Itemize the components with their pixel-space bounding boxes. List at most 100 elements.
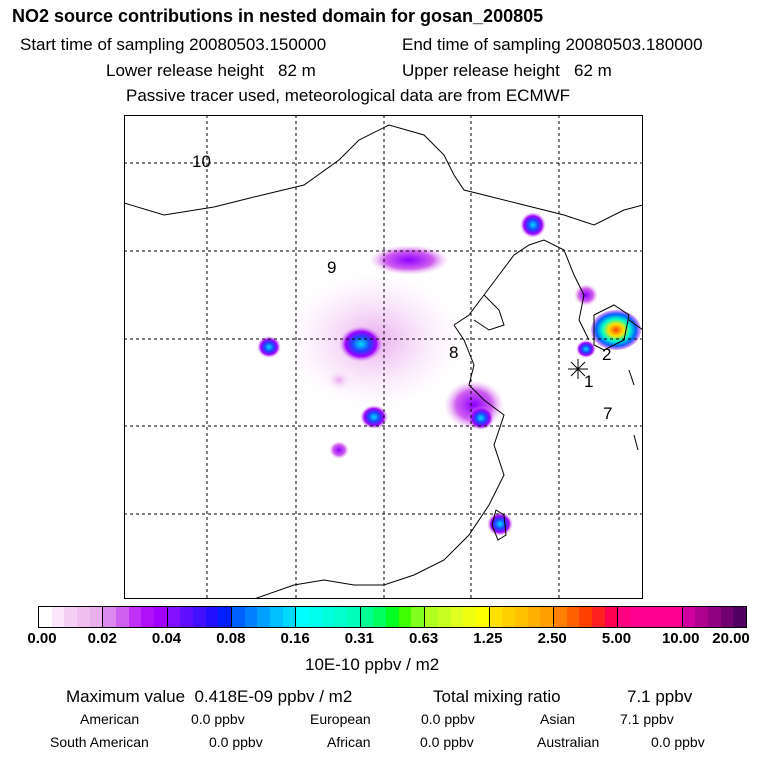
colorbar-step <box>566 607 580 627</box>
colorbar-step <box>373 607 387 627</box>
colorbar-step <box>77 607 90 627</box>
colorbar-step <box>527 607 541 627</box>
map-label: 8 <box>449 343 458 362</box>
colorbar-step <box>502 607 515 627</box>
colorbar-step <box>282 607 296 627</box>
region-value: 0.0 ppbv <box>191 711 245 727</box>
colorbar-step <box>270 607 283 627</box>
colorbar-tick-label: 0.02 <box>87 630 117 647</box>
colorbar-step <box>128 607 142 627</box>
max-value: Maximum value 0.418E-09 ppbv / m2 <box>66 687 353 706</box>
colorbar-step <box>475 607 489 627</box>
region-value: 0.0 ppbv <box>420 734 474 750</box>
colorbar-step <box>244 607 258 627</box>
colorbar-step <box>668 607 682 627</box>
colorbar-tick-label: 0.08 <box>216 630 246 647</box>
colorbar-step <box>630 607 644 627</box>
source-contribution-map: 10 9 8 2 1 7 <box>124 115 643 599</box>
colorbar-step <box>89 607 103 627</box>
region-name: European <box>310 711 371 727</box>
colorbar-step <box>39 607 52 627</box>
colorbar-tick-label: 5.00 <box>601 630 632 647</box>
colorbar-tick-label: 20.00 <box>712 630 750 647</box>
colorbar-segment <box>360 607 426 627</box>
map-label: 10 <box>192 152 211 171</box>
colorbar-step <box>321 607 335 627</box>
region-value: 0.0 ppbv <box>209 734 263 750</box>
colorbar-step <box>463 607 476 627</box>
colorbar-step <box>64 607 78 627</box>
colorbar-step <box>309 607 322 627</box>
colorbar-step <box>540 607 553 627</box>
colorbar-tick-label: 0.31 <box>344 630 374 647</box>
colorbar-segment <box>103 607 168 627</box>
colorbar-step <box>193 607 206 627</box>
colorbar-tick-label: 10.00 <box>661 630 700 647</box>
colorbar-step <box>386 607 399 627</box>
upper-release-height: Upper release height 62 m <box>402 61 612 80</box>
colorbar-step <box>707 607 721 627</box>
colorbar-step <box>450 607 464 627</box>
total-mixing-value: 7.1 ppbv <box>627 687 693 706</box>
region-value: 0.0 ppbv <box>421 711 475 727</box>
colorbar-tick-label: 0.00 <box>27 630 57 647</box>
colorbar-step <box>618 607 631 627</box>
colorbar-step <box>591 607 605 627</box>
colorbar-segment <box>296 607 361 627</box>
colorbar-step <box>296 607 310 627</box>
coastlines <box>124 124 643 599</box>
colorbar-segment <box>553 607 619 627</box>
colorbar-step <box>103 607 117 627</box>
region-name: African <box>327 734 371 750</box>
region-value: 7.1 ppbv <box>620 711 674 727</box>
colorbar-segment <box>232 607 297 627</box>
colorbar-step <box>425 607 438 627</box>
start-time: Start time of sampling 20080503.150000 <box>20 35 327 54</box>
colorbar-segment <box>167 607 233 627</box>
colorbar-step <box>656 607 669 627</box>
colorbar-segment <box>618 607 683 627</box>
colorbar-step <box>141 607 155 627</box>
receptor-marker-icon <box>568 359 588 379</box>
map-label: 2 <box>602 345 611 364</box>
colorbar-step <box>398 607 412 627</box>
colorbar-step <box>51 607 65 627</box>
map-label: 9 <box>327 258 336 277</box>
end-time: End time of sampling 20080503.180000 <box>402 35 703 54</box>
colorbar-step <box>257 607 271 627</box>
total-mixing-label: Total mixing ratio <box>433 687 561 706</box>
colorbar-step <box>695 607 708 627</box>
colorbar-segment <box>682 607 746 627</box>
region-name: American <box>80 711 140 727</box>
colorbar-step <box>489 607 503 627</box>
colorbar-tick-label: 0.16 <box>280 630 310 647</box>
map-label: 1 <box>584 372 593 391</box>
colorbar-tick-label: 0.04 <box>151 630 182 647</box>
colorbar-step <box>411 607 425 627</box>
colorbar-step <box>347 607 360 627</box>
colorbar-segment <box>489 607 554 627</box>
region-name: South American <box>50 734 149 750</box>
colorbar-step <box>218 607 232 627</box>
colorbar-step <box>167 607 181 627</box>
colorbar-step <box>720 607 734 627</box>
map-label: 7 <box>603 404 612 423</box>
region-name: Asian <box>540 711 576 727</box>
colorbar-step <box>514 607 528 627</box>
colorbar-tick-label: 1.25 <box>473 630 503 647</box>
colorbar-step <box>579 607 592 627</box>
colorbar-step <box>116 607 129 627</box>
colorbar-step <box>437 607 451 627</box>
lower-release-height: Lower release height 82 m <box>106 61 316 80</box>
region-value: 0.0 ppbv <box>651 734 705 750</box>
colorbar-step <box>180 607 194 627</box>
colorbar-step <box>154 607 167 627</box>
colorbar-step <box>232 607 245 627</box>
tracer-note: Passive tracer used, meteorological data… <box>126 86 571 105</box>
colorbar-segment <box>39 607 104 627</box>
colorbar-step <box>604 607 618 627</box>
colorbar-step <box>205 607 219 627</box>
colorbar-step <box>643 607 657 627</box>
colorbar-unit: 10E-10 ppbv / m2 <box>305 655 440 674</box>
